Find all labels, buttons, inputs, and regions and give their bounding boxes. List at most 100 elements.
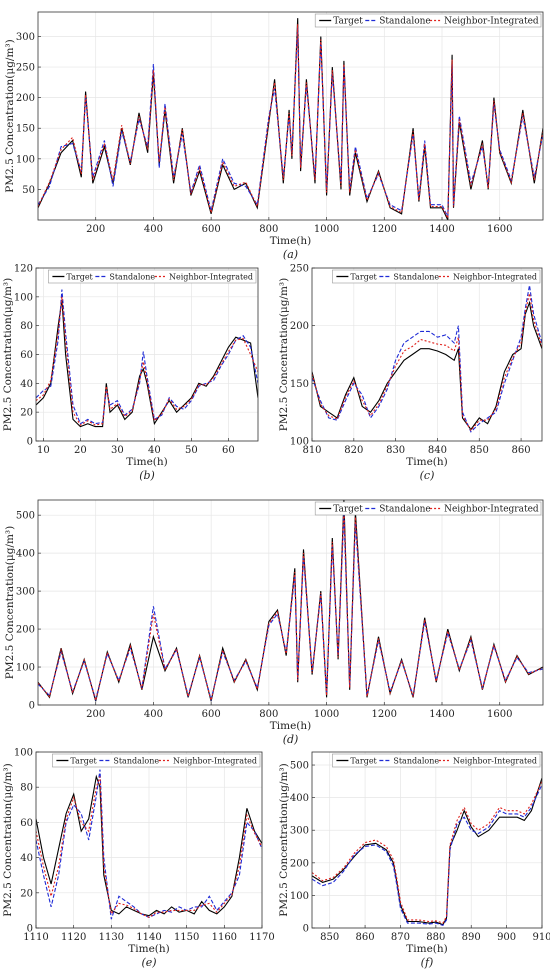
plot-area (312, 752, 542, 928)
y-tick-label: 100 (14, 292, 33, 303)
x-axis-label: Time(h) (406, 943, 448, 955)
x-tick-label: 60 (222, 445, 235, 456)
y-tick-label: 200 (290, 858, 309, 869)
legend-label: Neighbor-Integrated (173, 757, 257, 766)
y-tick-label: 500 (290, 761, 309, 772)
x-tick-label: 1130 (99, 932, 124, 943)
x-tick-label: 870 (391, 932, 410, 943)
x-tick-label: 50 (185, 445, 198, 456)
series-line-standalone (36, 289, 258, 425)
legend-label: Standalone (379, 505, 431, 515)
x-tick-label: 850 (470, 445, 489, 456)
x-tick-label: 1120 (61, 932, 86, 943)
y-tick-label: 80 (20, 321, 33, 332)
x-tick-label: 860 (356, 932, 375, 943)
legend-box (52, 753, 261, 768)
series-line-neighbor-integrated (312, 293, 542, 432)
y-tick-label: 200 (16, 625, 35, 636)
y-tick-label: 40 (20, 853, 33, 864)
series-line-neighbor-integrated (312, 781, 542, 924)
legend-label: Standalone (393, 757, 439, 766)
plot-area (38, 500, 543, 705)
x-tick-label: 30 (111, 445, 124, 456)
y-tick-label: 20 (20, 408, 33, 419)
series-line-target (36, 774, 262, 917)
y-axis-label: PM2.5 Concentration(μg/m³) (2, 763, 14, 916)
y-tick-label: 300 (16, 32, 35, 43)
panel-caption: (d) (283, 733, 299, 746)
y-tick-label: 0 (29, 701, 35, 712)
x-tick-label: 400 (144, 709, 163, 720)
chart-e: 1110 1120 1130 1140 1150 1160 1170 0 20 40 60 80 100… (2, 748, 275, 970)
x-tick-label: 840 (428, 445, 447, 456)
panel-caption: (f) (421, 956, 434, 969)
x-axis-label: Time(h) (406, 456, 448, 468)
y-tick-label: 20 (20, 888, 33, 899)
y-tick-label: 300 (16, 587, 35, 598)
series-line-neighbor-integrated (36, 776, 262, 919)
x-tick-label: 1110 (23, 932, 48, 943)
x-tick-label: 910 (532, 932, 550, 943)
x-tick-label: 800 (259, 709, 278, 720)
legend-box (314, 501, 542, 516)
y-tick-label: 0 (27, 437, 33, 448)
x-tick-label: 890 (462, 932, 481, 943)
legend-label: Standalone (109, 273, 155, 282)
legend-label: Standalone (393, 273, 439, 282)
chart-b: 10 20 30 40 50 60 0 20 40 60 80 100 120 Time(h) PM2.5 … (2, 264, 259, 482)
legend-box (314, 13, 542, 28)
axes-frame (311, 751, 543, 929)
series-line-standalone (312, 285, 542, 433)
x-axis-label: Time(h) (128, 943, 170, 955)
chart-a: 200 400 600 800 1000 1200 1400 1600 50 100 150 200 2… (4, 11, 544, 261)
x-tick-label: 600 (202, 224, 221, 235)
x-tick-label: 860 (512, 445, 531, 456)
x-axis-label: Time(h) (270, 720, 312, 732)
y-tick-label: 100 (14, 748, 33, 759)
panel-caption: (b) (139, 469, 155, 482)
y-axis-label: PM2.5 Concentration(μg/m³) (4, 39, 16, 192)
x-axis-label: Time(h) (270, 235, 312, 247)
y-tick-label: 100 (290, 891, 309, 902)
plot-area (312, 268, 542, 441)
legend: Target Standalone Neighbor-Integrated (332, 269, 541, 284)
legend: Target Standalone Neighbor-Integrated (48, 269, 257, 284)
legend-label: Target (70, 757, 97, 766)
y-axis-label: PM2.5 Concentration(μg/m³) (4, 526, 16, 679)
legend-label: Neighbor-Integrated (453, 273, 537, 282)
series-line-target (312, 300, 542, 431)
x-axis-label: Time(h) (126, 456, 168, 468)
series-line-target (36, 299, 258, 428)
x-tick-label: 1600 (487, 709, 512, 720)
y-tick-label: 120 (14, 264, 33, 275)
y-tick-label: 60 (20, 818, 33, 829)
x-tick-label: 850 (320, 932, 339, 943)
y-axis-label: PM2.5 Concentration(μg/m³) (2, 278, 14, 431)
y-tick-label: 250 (290, 264, 309, 275)
y-tick-label: 0 (27, 924, 33, 935)
y-tick-label: 100 (16, 154, 35, 165)
legend-label: Standalone (379, 17, 431, 27)
y-tick-label: 50 (22, 185, 35, 196)
legend-box (332, 269, 541, 284)
y-tick-label: 200 (16, 93, 35, 104)
x-tick-label: 1160 (212, 932, 237, 943)
y-tick-label: 200 (290, 321, 309, 332)
y-tick-label: 400 (16, 549, 35, 560)
y-tick-label: 400 (290, 793, 309, 804)
x-tick-label: 810 (302, 445, 321, 456)
y-tick-label: 40 (20, 379, 33, 390)
legend-label: Target (333, 505, 363, 515)
chart-c: 810 820 830 840 850 860 100 150 200 250 Time(h) PM2… (278, 264, 543, 482)
y-axis-label: PM2.5 Concentration(μg/m³) (278, 278, 290, 431)
x-tick-label: 10 (37, 445, 50, 456)
axes-frame (311, 267, 543, 442)
x-tick-label: 880 (426, 932, 445, 943)
legend: Target Standalone Neighbor-Integrated (314, 13, 542, 28)
legend-label: Target (350, 757, 377, 766)
x-tick-label: 830 (386, 445, 405, 456)
y-tick-label: 60 (20, 350, 33, 361)
y-tick-label: 500 (16, 511, 35, 522)
x-tick-label: 400 (144, 224, 163, 235)
axes-frame (37, 499, 544, 706)
